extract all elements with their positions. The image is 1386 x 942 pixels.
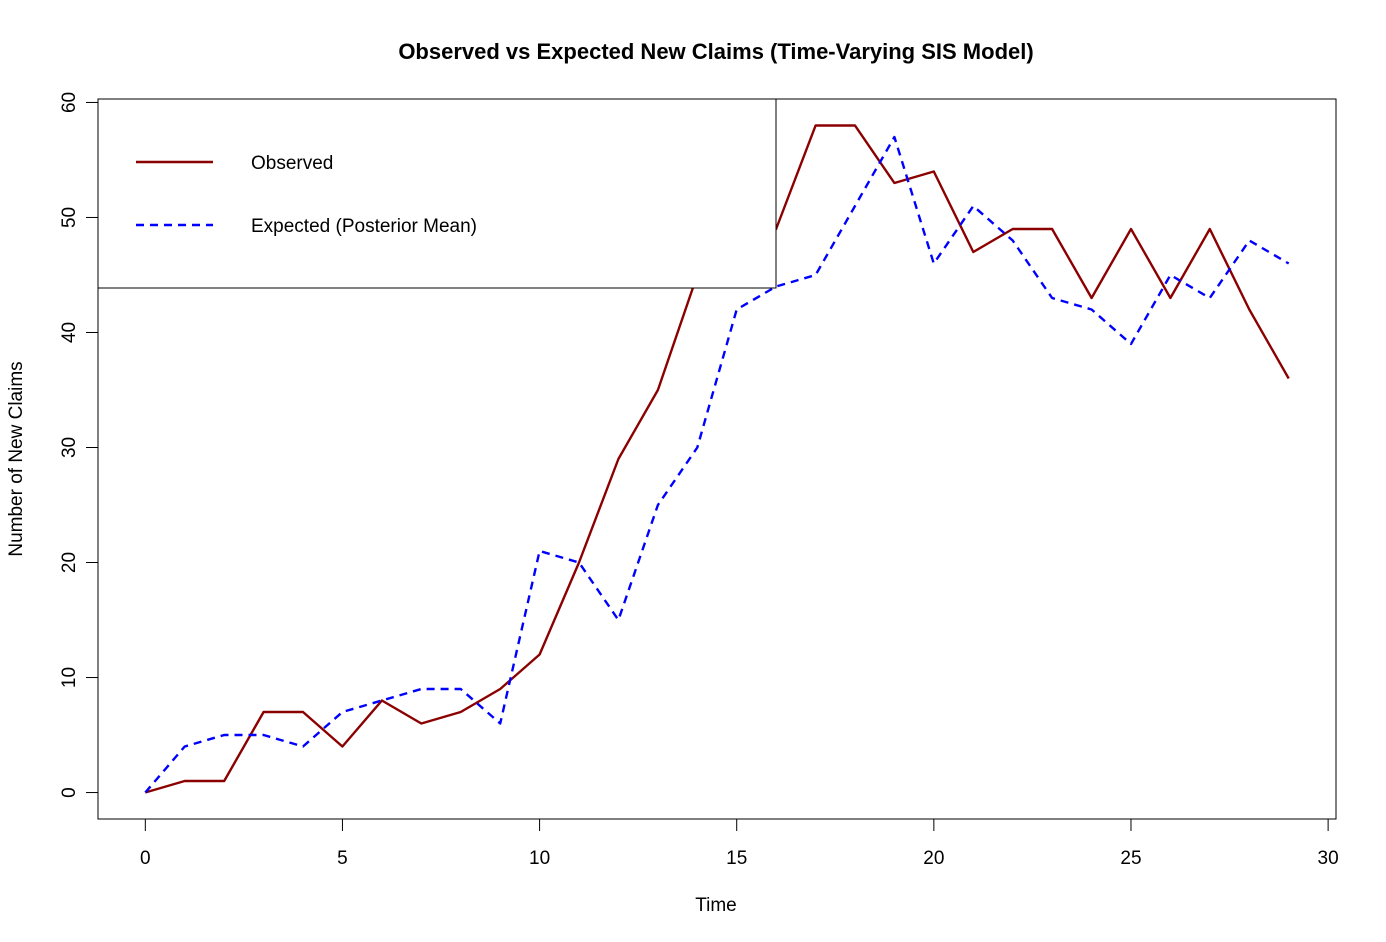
series-line-expected (144, 135, 1290, 794)
y-tick-label: 30 (59, 437, 80, 458)
legend-items: Observed Expected (Posterior Mean) (136, 153, 477, 237)
y-tick-label: 40 (59, 322, 80, 343)
x-tick-label: 5 (337, 848, 348, 869)
x-tick-label: 0 (140, 848, 151, 869)
legend-label: Observed (251, 153, 333, 174)
y-tick-label: 50 (59, 207, 80, 228)
x-tick-label: 30 (1318, 848, 1339, 869)
legend-box (97, 98, 777, 289)
y-tick-label: 0 (59, 787, 80, 798)
x-tick-label: 20 (923, 848, 944, 869)
y-tick-label: 10 (59, 667, 80, 688)
x-tick-label: 15 (726, 848, 747, 869)
x-axis: 0 5 10 15 20 25 30 (140, 818, 1339, 869)
y-axis: 0 10 20 30 40 50 60 (59, 92, 99, 798)
legend-label: Expected (Posterior Mean) (251, 216, 477, 237)
x-tick-label: 25 (1120, 848, 1141, 869)
chart-title: Observed vs Expected New Claims (Time-Va… (398, 39, 1033, 64)
y-tick-label: 60 (59, 92, 80, 113)
x-axis-label: Time (695, 895, 737, 916)
y-tick-label: 20 (59, 552, 80, 573)
x-tick-label: 10 (529, 848, 550, 869)
legend: Observed Expected (Posterior Mean) (97, 98, 777, 289)
y-axis-label: Number of New Claims (6, 361, 27, 556)
